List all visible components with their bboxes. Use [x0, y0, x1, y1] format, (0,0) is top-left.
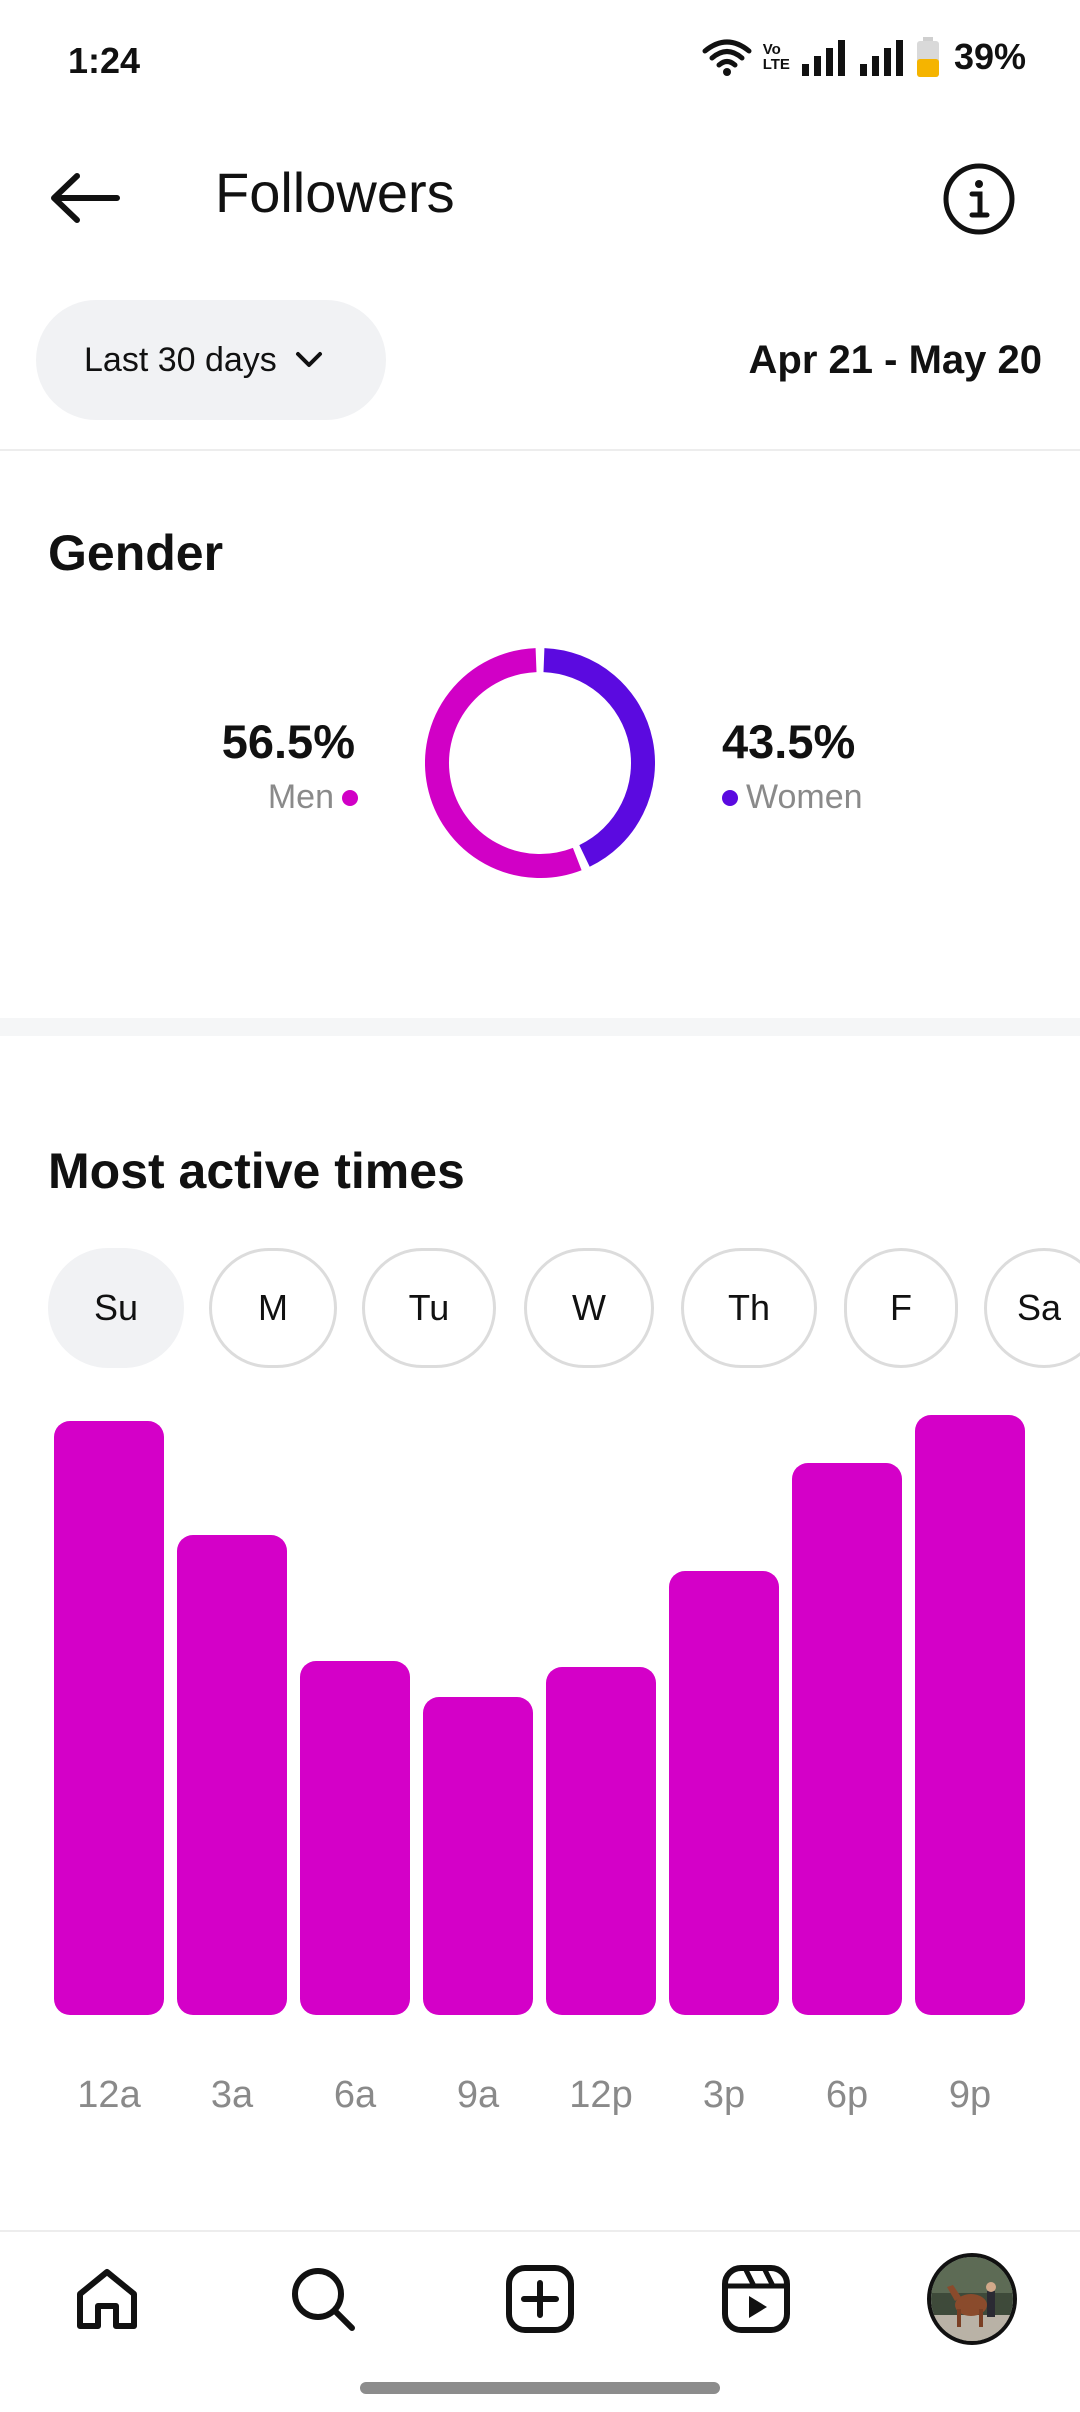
x-tick-label: 3a [211, 2074, 254, 2116]
x-tick-label: 9p [949, 2074, 991, 2116]
back-button[interactable] [40, 158, 130, 238]
avatar-image [931, 2257, 1013, 2341]
bar-chart-svg: 12a 3a 6a 9a 12p 3p 6p 9p [54, 1415, 1025, 2116]
home-icon [77, 2269, 137, 2329]
x-tick-label: 9a [457, 2074, 500, 2116]
bar-3a[interactable] [177, 1535, 287, 2015]
info-icon [943, 163, 1015, 235]
bar-9a[interactable] [423, 1697, 533, 2015]
date-filter-row: Last 30 days Apr 21 - May 20 [0, 300, 1080, 425]
x-tick-label: 6a [334, 2074, 377, 2116]
men-label: Men [267, 778, 334, 816]
search-icon [292, 2268, 355, 2331]
bar-3p[interactable] [669, 1571, 779, 2015]
volte-line-1: Vo [762, 41, 781, 58]
day-tab-f[interactable]: F [844, 1248, 958, 1368]
x-tick-label: 3p [703, 2074, 745, 2116]
day-tab-sa[interactable]: Sa [984, 1248, 1080, 1368]
nav-create-button[interactable] [495, 2254, 585, 2344]
date-range-dropdown[interactable]: Last 30 days [36, 300, 386, 420]
x-tick-label: 12p [569, 2074, 632, 2116]
women-percent: 43.5% [722, 715, 856, 768]
gender-donut-chart [425, 648, 655, 878]
page-title: Followers [215, 161, 455, 224]
active-times-bar-chart: 12a 3a 6a 9a 12p 3p 6p 9p [0, 1380, 1080, 2130]
nav-home-button[interactable] [62, 2254, 152, 2344]
create-icon [506, 2265, 574, 2333]
bar-6a[interactable] [300, 1661, 410, 2015]
women-color-dot [722, 789, 738, 806]
day-tab-th[interactable]: Th [681, 1248, 817, 1368]
profile-avatar [927, 2253, 1017, 2345]
header: Followers [0, 130, 1080, 260]
nav-profile-button[interactable] [927, 2253, 1017, 2345]
home-indicator[interactable] [360, 2382, 720, 2394]
signal-icon-2 [859, 40, 903, 76]
bar-12p[interactable] [546, 1667, 656, 2015]
men-legend: Men [268, 778, 358, 817]
nav-search-button[interactable] [278, 2254, 368, 2344]
status-time: 1:24 [68, 40, 141, 81]
date-range-label: Last 30 days [84, 340, 277, 379]
bar-9p[interactable] [915, 1415, 1025, 2015]
men-percent: 56.5% [221, 715, 355, 768]
date-range-text: Apr 21 - May 20 [748, 338, 1042, 382]
status-icons: Vo LTE 39% [701, 36, 1026, 78]
men-arc [425, 648, 582, 878]
day-tab-w[interactable]: W [524, 1248, 654, 1368]
signal-icon [801, 40, 845, 76]
most-active-times-title: Most active times [48, 1143, 465, 1199]
bar-12a[interactable] [54, 1421, 164, 2015]
volte-line-2: LTE [762, 56, 790, 73]
info-button[interactable] [934, 154, 1024, 244]
day-tab-su[interactable]: Su [48, 1248, 184, 1368]
chevron-down-icon [295, 352, 322, 367]
women-label: Women [746, 778, 863, 816]
bottom-navigation [0, 2232, 1080, 2367]
gender-section-title: Gender [48, 525, 224, 581]
nav-divider [0, 2230, 1080, 2232]
day-tab-tu[interactable]: Tu [362, 1248, 496, 1368]
divider [0, 449, 1080, 451]
women-arc [543, 648, 655, 867]
men-color-dot [342, 789, 358, 806]
day-tab-m[interactable]: M [209, 1248, 337, 1368]
x-tick-label: 12a [77, 2074, 141, 2116]
women-legend: Women [722, 778, 863, 817]
nav-reels-button[interactable] [711, 2254, 801, 2344]
arrow-left-icon [51, 173, 120, 223]
bar-6p[interactable] [792, 1463, 902, 2015]
battery-percent: 39% [953, 36, 1026, 77]
volte-indicator: Vo LTE [763, 42, 790, 72]
wifi-icon [702, 39, 752, 76]
section-divider [0, 1018, 1080, 1036]
status-bar: 1:24 Vo LTE [0, 0, 1080, 120]
battery-icon [916, 37, 939, 77]
reels-icon [722, 2265, 790, 2333]
x-tick-label: 6p [826, 2074, 868, 2116]
